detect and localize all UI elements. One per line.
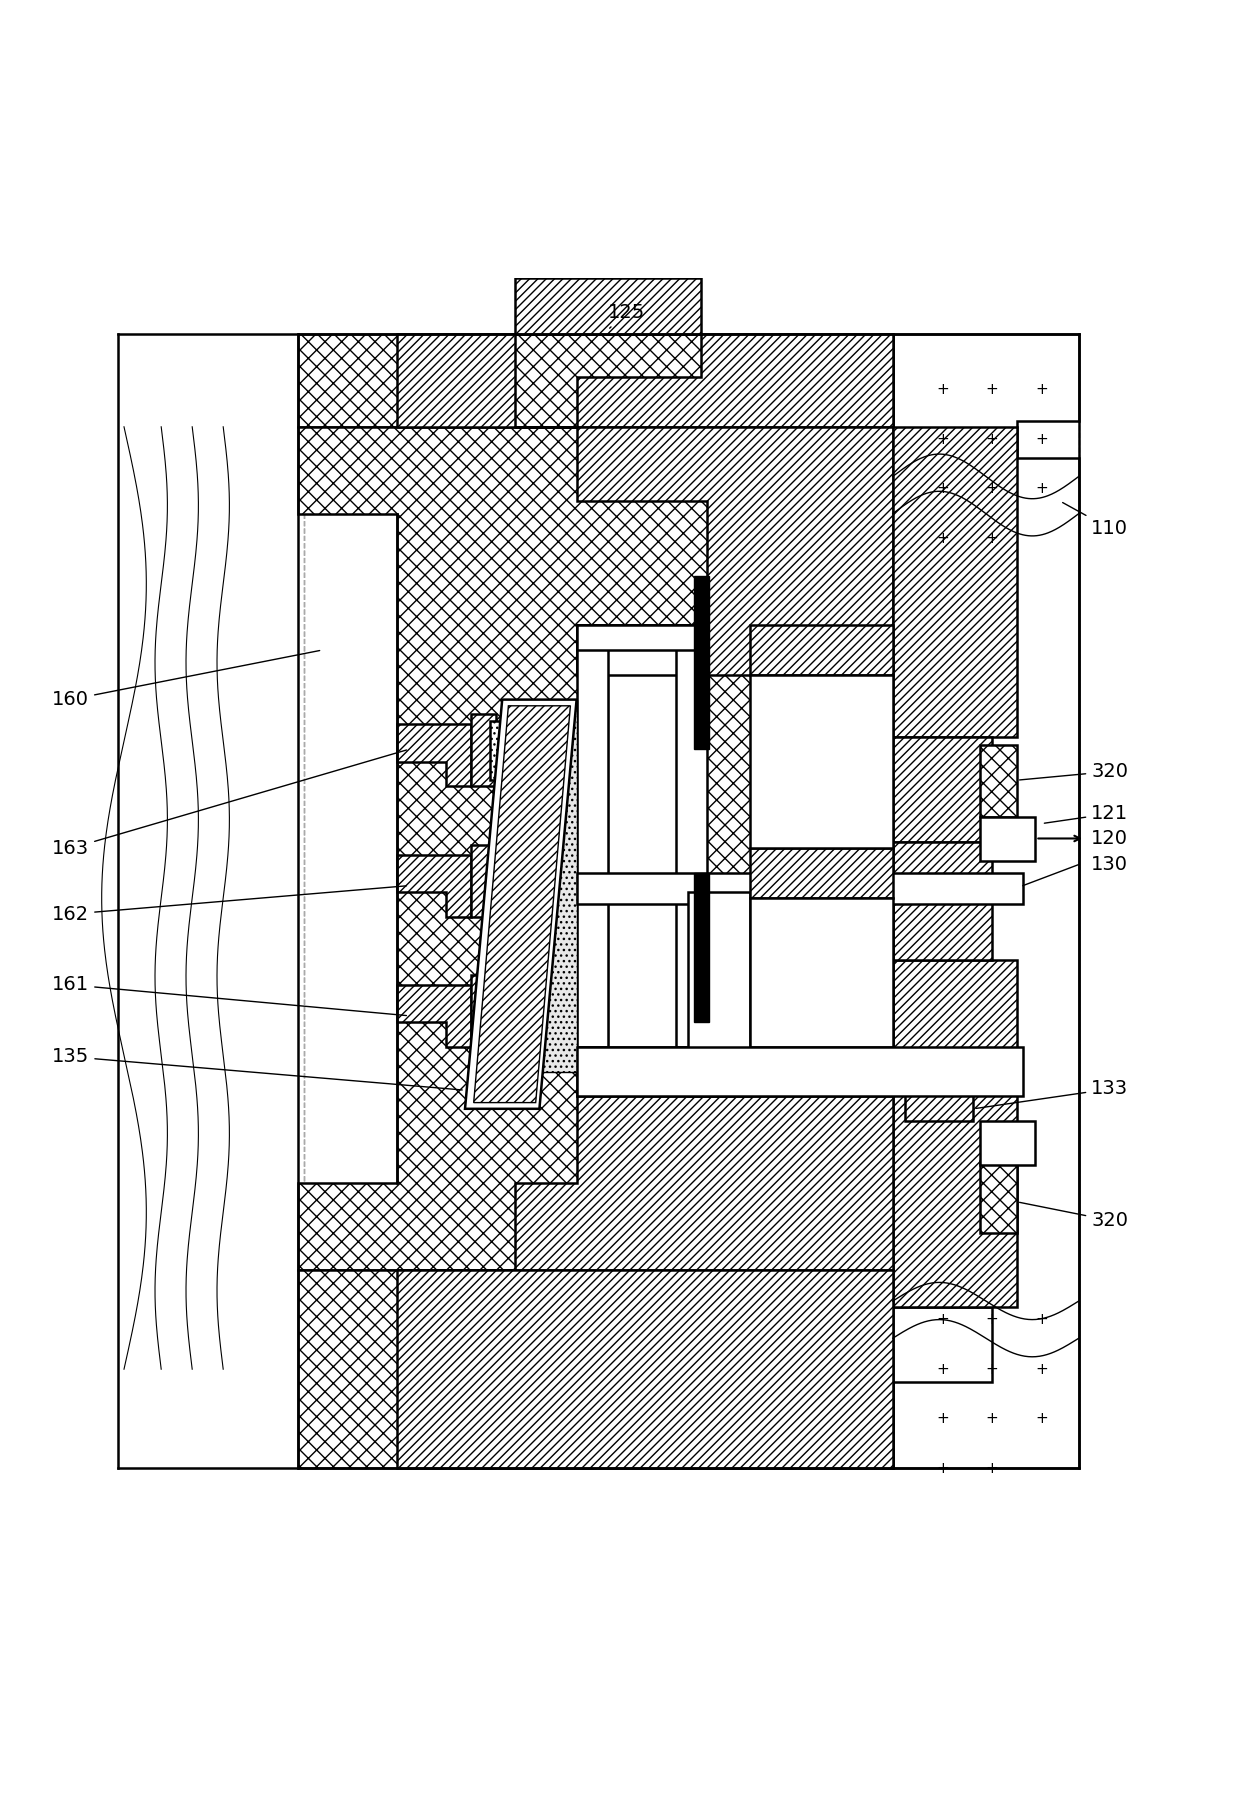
Polygon shape — [298, 334, 893, 427]
Text: 320: 320 — [1019, 762, 1128, 781]
Bar — [655, 1069, 670, 1096]
Bar — [980, 817, 1035, 860]
Polygon shape — [298, 427, 893, 1270]
Text: 160: 160 — [52, 650, 320, 709]
Polygon shape — [893, 961, 1017, 1307]
Text: +: + — [936, 1313, 949, 1327]
Bar — [750, 625, 893, 675]
Text: +: + — [936, 1460, 949, 1476]
Bar — [490, 720, 533, 779]
Text: +: + — [986, 1313, 998, 1327]
Text: +: + — [936, 431, 949, 447]
Bar — [980, 1160, 1017, 1232]
Polygon shape — [533, 700, 577, 1072]
Polygon shape — [893, 334, 1079, 1469]
Text: 161: 161 — [52, 975, 407, 1015]
Bar — [577, 1047, 707, 1072]
Polygon shape — [397, 724, 471, 787]
Text: 121: 121 — [1044, 805, 1128, 823]
Polygon shape — [893, 842, 992, 961]
Bar — [577, 1047, 1023, 1096]
Bar — [750, 675, 893, 848]
Polygon shape — [893, 427, 1017, 736]
Bar — [694, 575, 709, 749]
Text: +: + — [986, 431, 998, 447]
Bar — [694, 873, 709, 1022]
Text: +: + — [986, 1460, 998, 1476]
Bar — [471, 715, 496, 787]
Text: +: + — [936, 1361, 949, 1378]
Text: +: + — [936, 383, 949, 397]
Polygon shape — [298, 1270, 893, 1469]
Polygon shape — [397, 1270, 893, 1469]
Bar — [595, 1069, 610, 1096]
Text: +: + — [986, 1412, 998, 1426]
Polygon shape — [397, 855, 471, 916]
Text: +: + — [986, 532, 998, 546]
Text: 120: 120 — [1091, 830, 1128, 848]
Text: +: + — [1035, 1313, 1048, 1327]
Text: +: + — [936, 532, 949, 546]
Text: 130: 130 — [1091, 855, 1128, 875]
Bar — [750, 848, 893, 898]
Bar — [577, 625, 707, 650]
Bar — [577, 625, 608, 1047]
Bar — [490, 851, 533, 911]
Bar — [980, 745, 1017, 817]
Text: +: + — [936, 481, 949, 496]
Bar — [688, 893, 750, 1096]
Text: +: + — [1035, 481, 1048, 496]
Bar — [905, 1090, 973, 1121]
Text: +: + — [986, 383, 998, 397]
Polygon shape — [474, 706, 570, 1103]
Polygon shape — [397, 984, 471, 1047]
Bar — [471, 975, 496, 1047]
Bar — [608, 625, 688, 1047]
Polygon shape — [397, 334, 515, 427]
Text: +: + — [936, 1412, 949, 1426]
Text: 125: 125 — [608, 304, 645, 329]
Text: +: + — [986, 1361, 998, 1378]
Polygon shape — [397, 1096, 893, 1270]
Text: 162: 162 — [52, 885, 407, 923]
Bar — [676, 625, 707, 1047]
Text: 133: 133 — [976, 1079, 1128, 1108]
Polygon shape — [893, 736, 992, 842]
Polygon shape — [577, 625, 707, 675]
Text: 135: 135 — [52, 1047, 463, 1090]
Polygon shape — [465, 700, 577, 1108]
Text: 163: 163 — [52, 751, 407, 858]
Text: 320: 320 — [1019, 1202, 1128, 1230]
Polygon shape — [577, 427, 893, 675]
Text: +: + — [1035, 1412, 1048, 1426]
Text: +: + — [1035, 1361, 1048, 1378]
Polygon shape — [577, 898, 893, 1096]
Text: +: + — [986, 481, 998, 496]
Bar — [577, 873, 1023, 903]
Polygon shape — [515, 334, 893, 427]
Bar — [490, 981, 533, 1040]
Text: +: + — [1035, 431, 1048, 447]
Text: +: + — [1035, 383, 1048, 397]
Text: 110: 110 — [1063, 503, 1128, 539]
Bar — [471, 844, 496, 916]
Bar — [980, 1121, 1035, 1164]
Polygon shape — [515, 278, 701, 334]
Bar — [750, 898, 893, 1047]
